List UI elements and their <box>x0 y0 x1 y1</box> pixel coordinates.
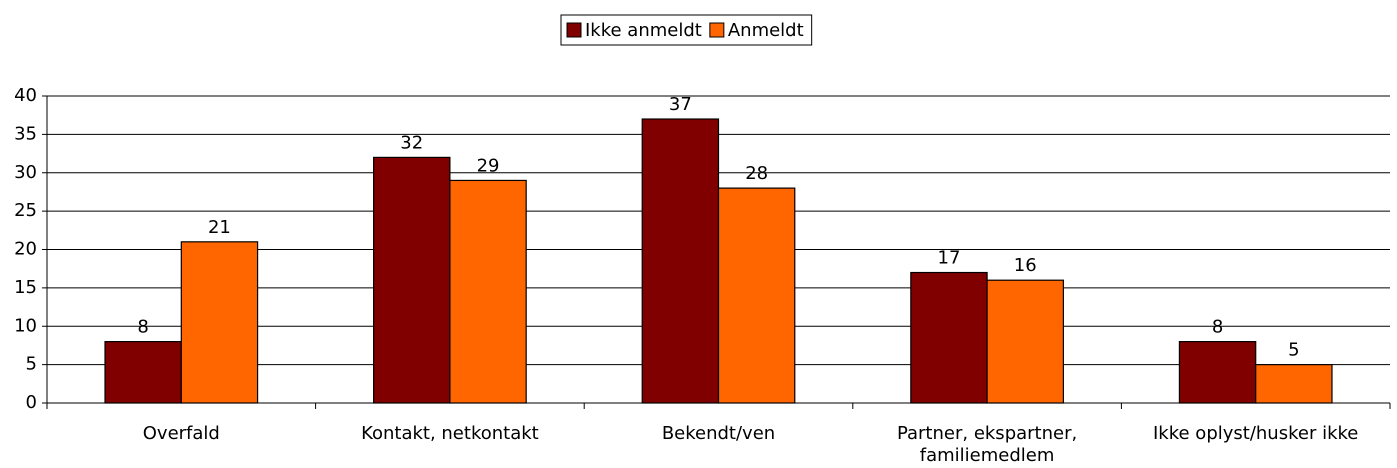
data-label: 8 <box>137 317 148 338</box>
y-tick-label: 10 <box>14 315 37 336</box>
data-label: 28 <box>745 163 768 184</box>
bar <box>1255 364 1333 404</box>
bar <box>641 118 720 404</box>
data-label: 37 <box>669 94 692 115</box>
data-label: 5 <box>1288 340 1299 361</box>
y-tick-label: 40 <box>14 85 37 106</box>
data-label: 8 <box>1212 317 1223 338</box>
x-tick-label: Bekendt/ven <box>661 423 776 444</box>
legend-swatch <box>566 22 582 38</box>
data-label: 17 <box>938 248 961 269</box>
legend-swatch <box>709 22 725 38</box>
bar <box>104 341 182 404</box>
legend-label: Ikke anmeldt <box>585 20 702 41</box>
bar <box>180 241 259 404</box>
legend-label: Anmeldt <box>728 20 804 41</box>
y-tick-label: 0 <box>26 392 37 413</box>
y-tick-label: 15 <box>14 277 37 298</box>
bar <box>1178 341 1257 404</box>
legend-box <box>560 14 813 46</box>
y-tick-label: 25 <box>14 200 37 221</box>
data-label: 16 <box>1014 255 1037 276</box>
y-tick-label: 20 <box>14 239 37 260</box>
data-label: 29 <box>477 155 500 176</box>
bar <box>373 156 451 404</box>
data-label: 21 <box>208 217 231 238</box>
y-tick-label: 30 <box>14 162 37 183</box>
x-tick-label: Overfald <box>142 423 220 444</box>
data-label: 32 <box>400 132 423 153</box>
y-tick-label: 35 <box>14 123 37 144</box>
x-tick-label: Partner, ekspartner, familiemedlem <box>896 423 1078 466</box>
x-tick-label: Kontakt, netkontakt <box>361 423 539 444</box>
x-tick-label: Ikke oplyst/husker ikke <box>1153 423 1359 444</box>
bar <box>986 279 1064 404</box>
bar <box>910 271 988 404</box>
bar <box>717 187 796 404</box>
y-tick-label: 5 <box>26 354 37 375</box>
bar <box>449 179 527 404</box>
